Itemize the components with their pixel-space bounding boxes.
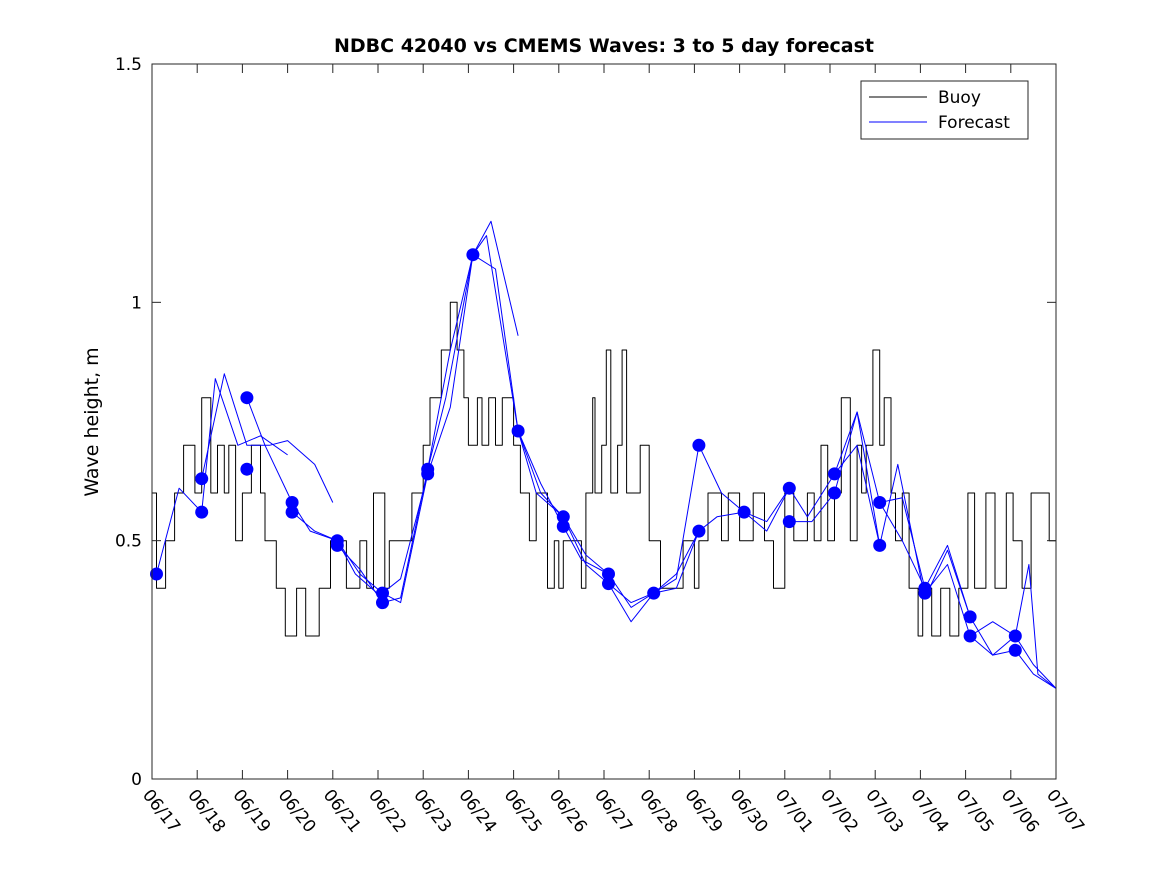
forecast-start-marker: [737, 505, 751, 519]
legend-forecast-label: Forecast: [938, 113, 1010, 133]
forecast-start-marker: [376, 586, 389, 600]
forecast-series-line-2: [201, 373, 334, 503]
forecast-series-line-7: [427, 235, 564, 518]
forecast-series-line-8: [472, 254, 609, 575]
forecast-start-marker: [647, 586, 661, 600]
y-tick-label: 0: [131, 770, 142, 790]
forecast-start-marker: [466, 248, 480, 262]
forecast-series-line-11: [608, 511, 745, 623]
forecast-series-line-17: [924, 564, 1057, 689]
buoy-series-line: [152, 301, 1056, 637]
forecast-series-line-14: [789, 411, 926, 589]
forecast-start-marker: [285, 505, 299, 519]
y-tick-label: 1: [131, 293, 142, 313]
forecast-series-line-19: [1014, 649, 1057, 689]
plot-series-group: [152, 220, 1057, 689]
forecast-start-marker: [240, 462, 254, 476]
forecast-start-marker: [602, 567, 615, 581]
forecast-start-marker: [376, 596, 389, 610]
forecast-series-line-5: [336, 254, 474, 604]
forecast-series-line-10: [562, 516, 700, 608]
forecast-start-marker: [556, 519, 570, 533]
forecast-series-line-6: [382, 220, 519, 604]
forecast-start-marker: [873, 496, 887, 509]
forecast-start-marker: [1008, 643, 1022, 657]
forecast-series-line-18: [969, 564, 1057, 689]
y-axis-label: Wave height, m: [81, 347, 103, 496]
forecast-series-line-9: [517, 430, 654, 604]
forecast-start-marker: [918, 586, 932, 600]
forecast-start-marker: [828, 467, 841, 481]
forecast-start-marker: [285, 496, 299, 509]
plot-markers-group: [150, 248, 1022, 657]
forecast-start-marker: [963, 610, 977, 624]
forecast-start-marker: [1008, 629, 1022, 643]
forecast-start-marker: [511, 424, 525, 438]
forecast-start-marker: [963, 629, 977, 643]
forecast-start-marker: [195, 472, 209, 486]
forecast-series-line-1: [156, 378, 288, 575]
forecast-start-marker: [602, 577, 615, 591]
legend-buoy-label: Buoy: [938, 88, 981, 108]
forecast-start-marker: [195, 505, 209, 519]
forecast-series-line-3: [246, 397, 383, 599]
forecast-start-marker: [782, 481, 796, 495]
forecast-series-line-12: [653, 444, 790, 594]
forecast-start-marker: [692, 524, 706, 538]
legend: Buoy Forecast: [860, 80, 1029, 140]
forecast-start-marker: [150, 567, 163, 581]
chart-title: NDBC 42040 vs CMEMS Waves: 3 to 5 day fo…: [334, 35, 874, 57]
forecast-start-marker: [421, 467, 435, 481]
forecast-start-marker: [782, 515, 796, 529]
forecast-start-marker: [873, 538, 887, 552]
forecast-start-marker: [828, 486, 841, 500]
forecast-start-marker: [692, 438, 706, 452]
forecast-series-line-4: [291, 473, 429, 594]
forecast-start-marker: [556, 510, 570, 524]
y-tick-label: 0.5: [115, 532, 142, 552]
y-axis: 0 0.5 1 1.5: [115, 55, 1056, 790]
y-tick-label: 1.5: [115, 55, 142, 75]
forecast-start-marker: [240, 391, 254, 405]
forecast-series-line-15: [834, 444, 971, 618]
legend-box: [860, 80, 1029, 140]
forecast-start-marker: [330, 538, 344, 552]
